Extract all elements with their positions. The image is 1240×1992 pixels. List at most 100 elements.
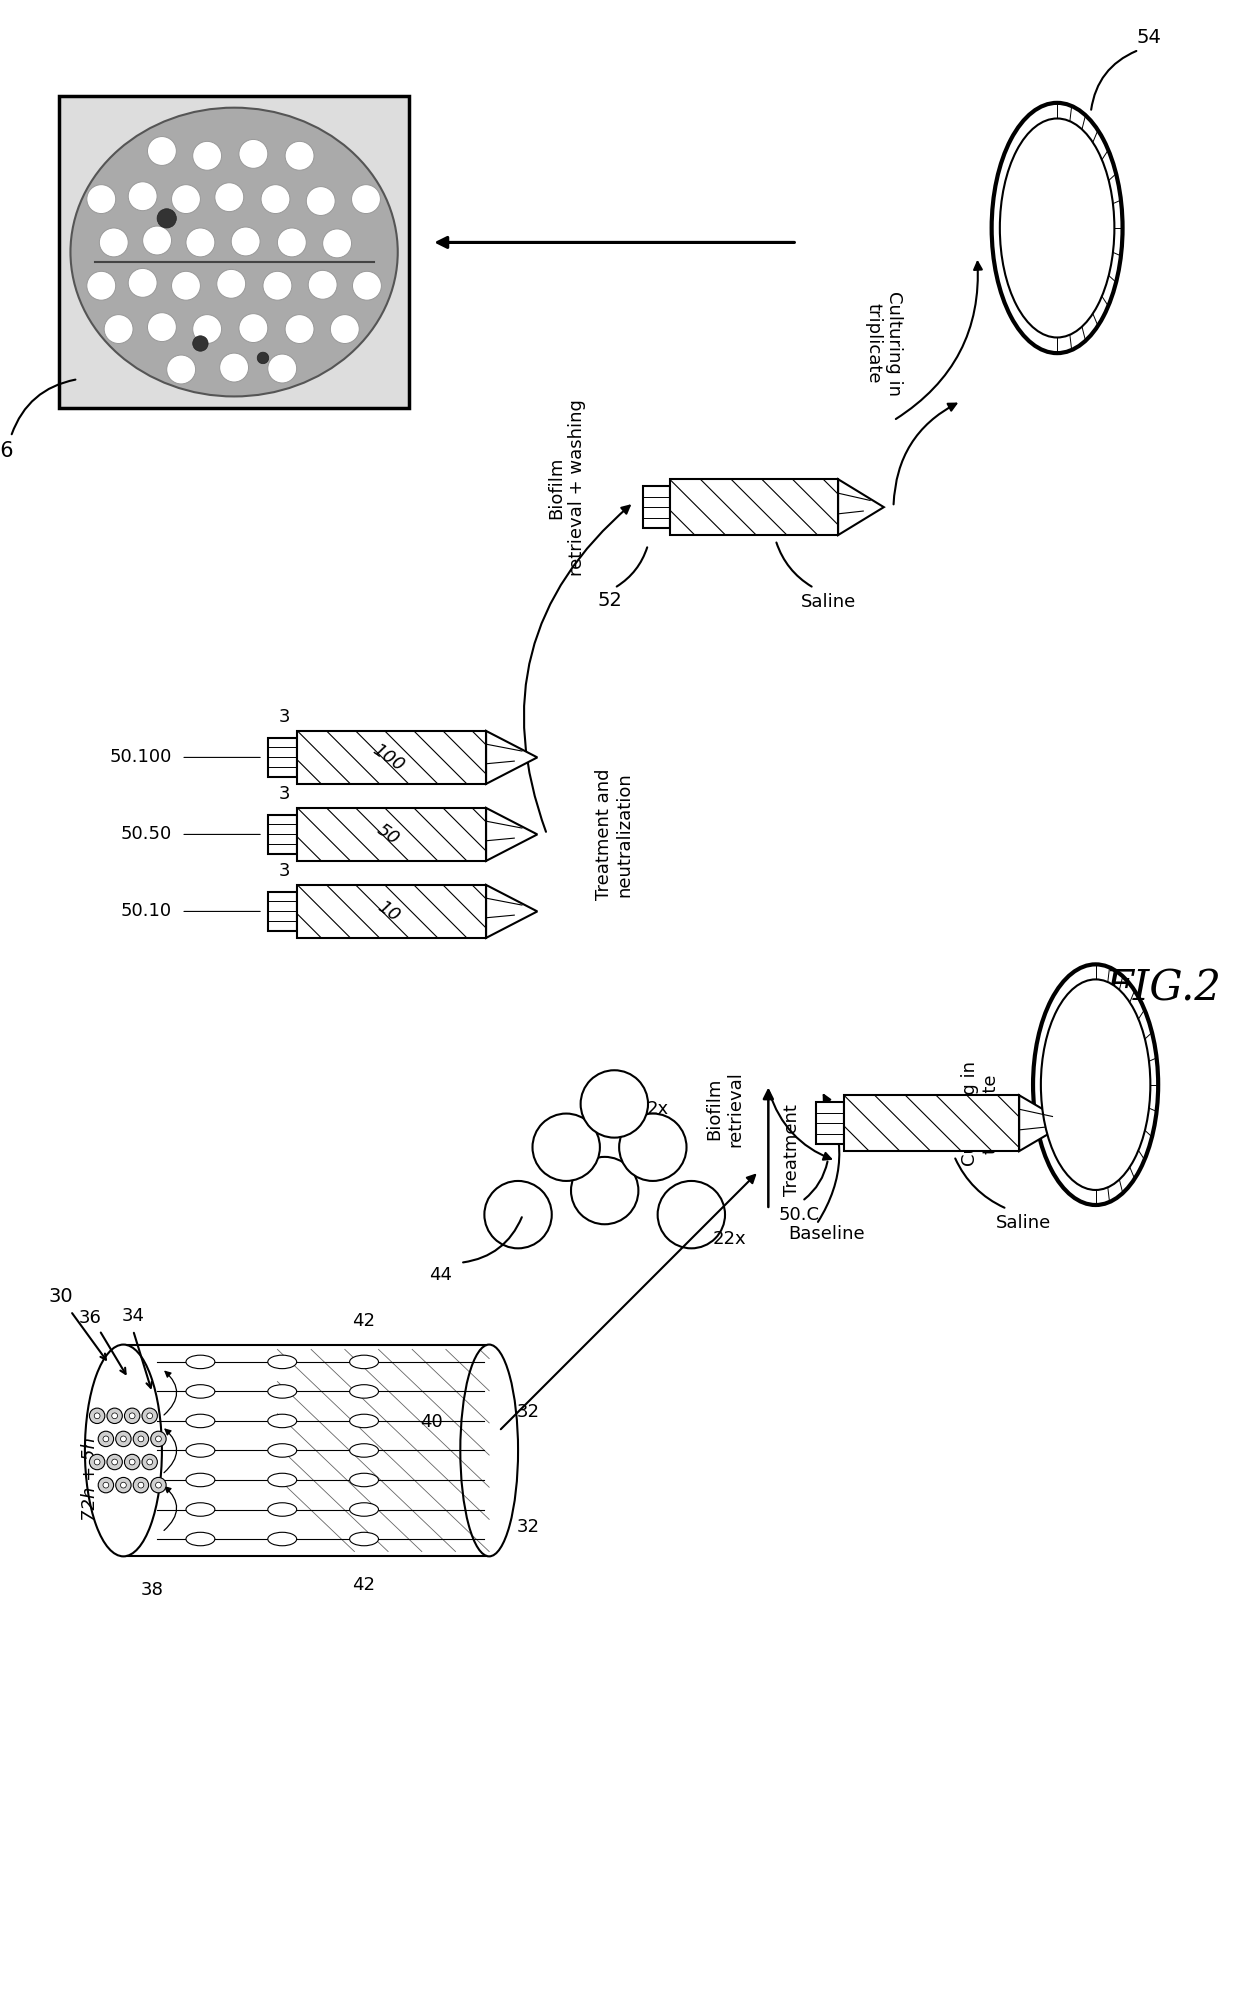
Bar — [670, 480, 838, 536]
Text: Saline: Saline — [996, 1215, 1052, 1233]
Circle shape — [285, 315, 314, 343]
Text: 3: 3 — [278, 785, 290, 803]
Circle shape — [107, 1454, 123, 1470]
Circle shape — [120, 1482, 126, 1488]
Text: 22x: 22x — [713, 1229, 746, 1247]
Circle shape — [619, 1114, 687, 1181]
Circle shape — [330, 315, 360, 343]
Bar — [124, 1345, 490, 1556]
Polygon shape — [486, 731, 537, 785]
Circle shape — [98, 1478, 114, 1492]
Polygon shape — [1019, 1096, 1066, 1151]
Ellipse shape — [186, 1474, 215, 1486]
Bar — [298, 731, 486, 785]
Ellipse shape — [350, 1474, 378, 1486]
Circle shape — [107, 1408, 123, 1424]
Text: Culturing in
triplicate: Culturing in triplicate — [864, 291, 903, 396]
Polygon shape — [838, 480, 884, 536]
Circle shape — [103, 1482, 109, 1488]
Circle shape — [231, 227, 260, 255]
Circle shape — [148, 313, 176, 341]
Circle shape — [157, 209, 176, 227]
Ellipse shape — [350, 1414, 378, 1428]
Circle shape — [112, 1412, 118, 1418]
Text: 42: 42 — [352, 1311, 376, 1329]
Circle shape — [112, 1458, 118, 1464]
Circle shape — [143, 225, 171, 255]
Text: Baseline: Baseline — [787, 1225, 864, 1243]
Circle shape — [115, 1430, 131, 1446]
Circle shape — [128, 181, 157, 211]
Circle shape — [133, 1430, 149, 1446]
Circle shape — [257, 353, 269, 365]
Bar — [298, 809, 486, 861]
Text: Culturing in
triplicate: Culturing in triplicate — [961, 1062, 999, 1165]
Ellipse shape — [268, 1444, 296, 1458]
Text: 50.100: 50.100 — [109, 749, 171, 767]
Circle shape — [155, 1482, 161, 1488]
Text: 2x: 2x — [646, 1100, 668, 1118]
Text: 56: 56 — [0, 442, 15, 462]
Circle shape — [278, 227, 306, 257]
Circle shape — [138, 1482, 144, 1488]
Text: 52: 52 — [598, 592, 622, 610]
Circle shape — [146, 1412, 153, 1418]
Ellipse shape — [350, 1532, 378, 1546]
Polygon shape — [486, 884, 537, 938]
Text: 34: 34 — [122, 1307, 145, 1325]
Ellipse shape — [268, 1532, 296, 1546]
Ellipse shape — [350, 1444, 378, 1458]
Ellipse shape — [992, 104, 1122, 353]
Circle shape — [94, 1412, 100, 1418]
Circle shape — [104, 315, 133, 343]
Polygon shape — [486, 809, 537, 861]
Circle shape — [192, 141, 222, 169]
Text: 38: 38 — [141, 1582, 164, 1600]
Circle shape — [120, 1436, 126, 1442]
Circle shape — [217, 269, 246, 299]
Bar — [644, 486, 670, 528]
Text: Treatment: Treatment — [782, 1104, 801, 1195]
Circle shape — [192, 315, 222, 343]
Text: FIG.2: FIG.2 — [1105, 968, 1221, 1010]
Circle shape — [148, 137, 176, 165]
Bar — [298, 731, 486, 785]
Ellipse shape — [268, 1355, 296, 1369]
Text: Biofilm
retrieval + washing: Biofilm retrieval + washing — [547, 400, 585, 576]
Ellipse shape — [999, 118, 1115, 337]
Circle shape — [485, 1181, 552, 1249]
Ellipse shape — [460, 1345, 518, 1556]
Ellipse shape — [268, 1502, 296, 1516]
Text: 50.10: 50.10 — [120, 902, 171, 920]
Text: Saline: Saline — [801, 594, 856, 612]
Circle shape — [87, 185, 115, 213]
Circle shape — [215, 183, 244, 211]
Circle shape — [129, 1458, 135, 1464]
Text: 72h + 5h: 72h + 5h — [81, 1438, 99, 1522]
Circle shape — [171, 185, 201, 213]
Ellipse shape — [186, 1384, 215, 1398]
Circle shape — [124, 1454, 140, 1470]
Text: 44: 44 — [429, 1267, 453, 1285]
Bar — [268, 815, 298, 855]
Circle shape — [285, 141, 314, 169]
Circle shape — [89, 1454, 105, 1470]
Ellipse shape — [268, 1474, 296, 1486]
Ellipse shape — [186, 1502, 215, 1516]
Bar — [844, 1096, 1019, 1151]
Circle shape — [657, 1181, 725, 1249]
Circle shape — [98, 1430, 114, 1446]
Circle shape — [94, 1458, 100, 1464]
Circle shape — [151, 1478, 166, 1492]
Text: Treatment and
neutralization: Treatment and neutralization — [595, 769, 634, 900]
Text: 32: 32 — [516, 1518, 539, 1536]
Circle shape — [151, 1430, 166, 1446]
Circle shape — [146, 1458, 153, 1464]
Text: 50: 50 — [373, 821, 403, 849]
Ellipse shape — [350, 1355, 378, 1369]
Ellipse shape — [350, 1502, 378, 1516]
Text: 50.50: 50.50 — [120, 825, 171, 843]
Circle shape — [532, 1114, 600, 1181]
Circle shape — [570, 1157, 639, 1225]
Circle shape — [322, 229, 351, 257]
